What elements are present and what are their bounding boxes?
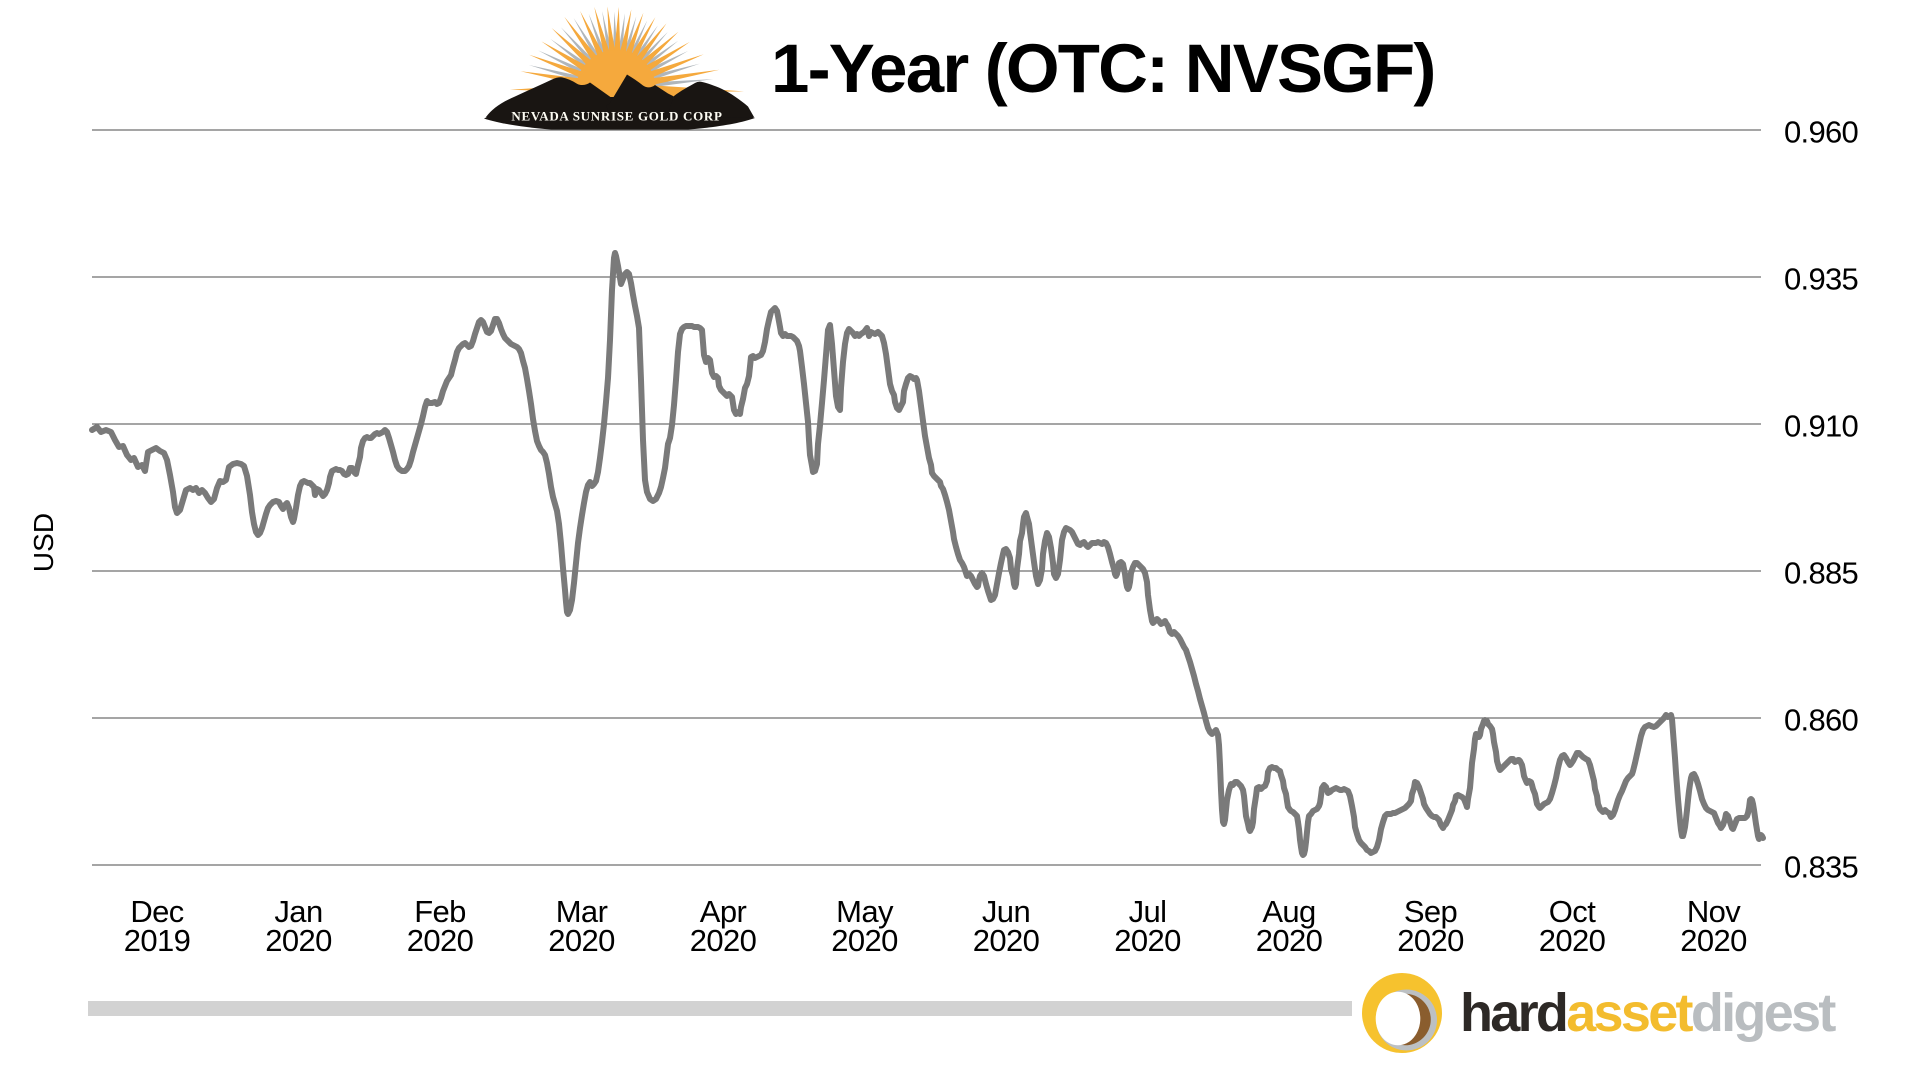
svg-text:2020: 2020 [1680,923,1747,958]
svg-text:Mar: Mar [556,894,608,929]
svg-text:2020: 2020 [1114,923,1181,958]
svg-text:Oct: Oct [1549,894,1596,929]
svg-text:2020: 2020 [265,923,332,958]
svg-text:Aug: Aug [1262,894,1315,929]
svg-text:Jan: Jan [274,894,322,929]
svg-text:Sep: Sep [1404,894,1457,929]
svg-text:0.935: 0.935 [1784,262,1858,297]
svg-text:2020: 2020 [1539,923,1606,958]
svg-text:Nov: Nov [1687,894,1741,929]
svg-text:0.885: 0.885 [1784,556,1858,591]
svg-text:NEVADA SUNRISE GOLD CORP: NEVADA SUNRISE GOLD CORP [511,109,722,124]
svg-text:USD: USD [28,513,59,572]
svg-text:0.960: 0.960 [1784,115,1859,150]
svg-text:Jul: Jul [1129,894,1167,929]
svg-text:Dec: Dec [130,894,183,929]
svg-text:1-Year (OTC: NVSGF): 1-Year (OTC: NVSGF) [771,30,1435,107]
svg-text:2020: 2020 [973,923,1040,958]
svg-text:2020: 2020 [1397,923,1464,958]
svg-text:Jun: Jun [982,894,1030,929]
svg-text:0.910: 0.910 [1784,409,1859,444]
svg-text:2020: 2020 [548,923,615,958]
svg-text:0.860: 0.860 [1784,703,1859,738]
svg-text:0.835: 0.835 [1784,850,1858,885]
svg-text:2019: 2019 [124,923,191,958]
svg-text:Feb: Feb [414,894,466,929]
svg-text:2020: 2020 [831,923,898,958]
svg-text:2020: 2020 [1256,923,1323,958]
svg-text:2020: 2020 [407,923,474,958]
svg-text:Apr: Apr [700,894,747,929]
svg-text:2020: 2020 [690,923,757,958]
svg-text:May: May [836,894,894,929]
svg-text:hardassetdigest: hardassetdigest [1460,983,1836,1043]
